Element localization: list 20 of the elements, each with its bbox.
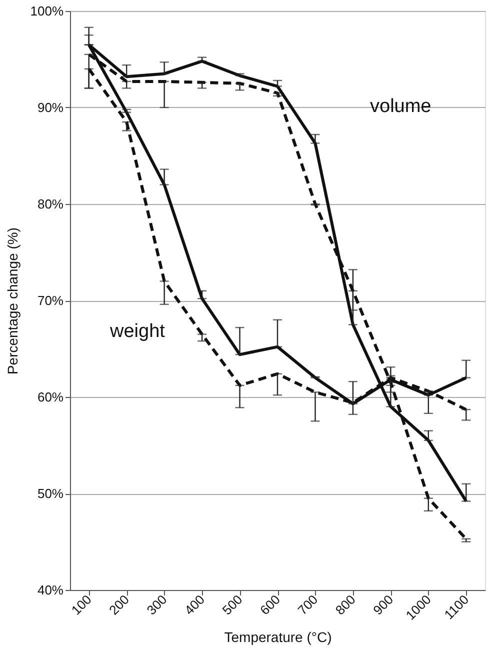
y-tick-label: 100% (30, 4, 64, 18)
x-tick-label: 500 (219, 592, 246, 618)
x-tick-label: 900 (370, 592, 396, 618)
annotation: volume (370, 96, 432, 117)
x-tick-label: 300 (144, 592, 170, 618)
y-tick-label: 50% (37, 486, 64, 501)
x-tick-label: 400 (182, 592, 208, 618)
x-tick-label: 100 (68, 592, 94, 618)
y-tick-label: 70% (37, 293, 64, 308)
x-tick-label: 600 (256, 592, 283, 618)
y-tick-label: 90% (37, 100, 64, 115)
y-tick-label: 40% (37, 582, 64, 598)
y-axis-title: Percentage change (%) (4, 227, 20, 375)
x-tick-label: 700 (294, 592, 321, 618)
x-tick-label: 800 (332, 592, 358, 618)
x-axis-title: Temperature (°C) (224, 628, 332, 645)
y-tick-label: 60% (37, 390, 64, 404)
x-tick-label: 200 (106, 592, 132, 618)
y-tick-label: 80% (37, 196, 64, 212)
annotation: weight (109, 321, 166, 342)
